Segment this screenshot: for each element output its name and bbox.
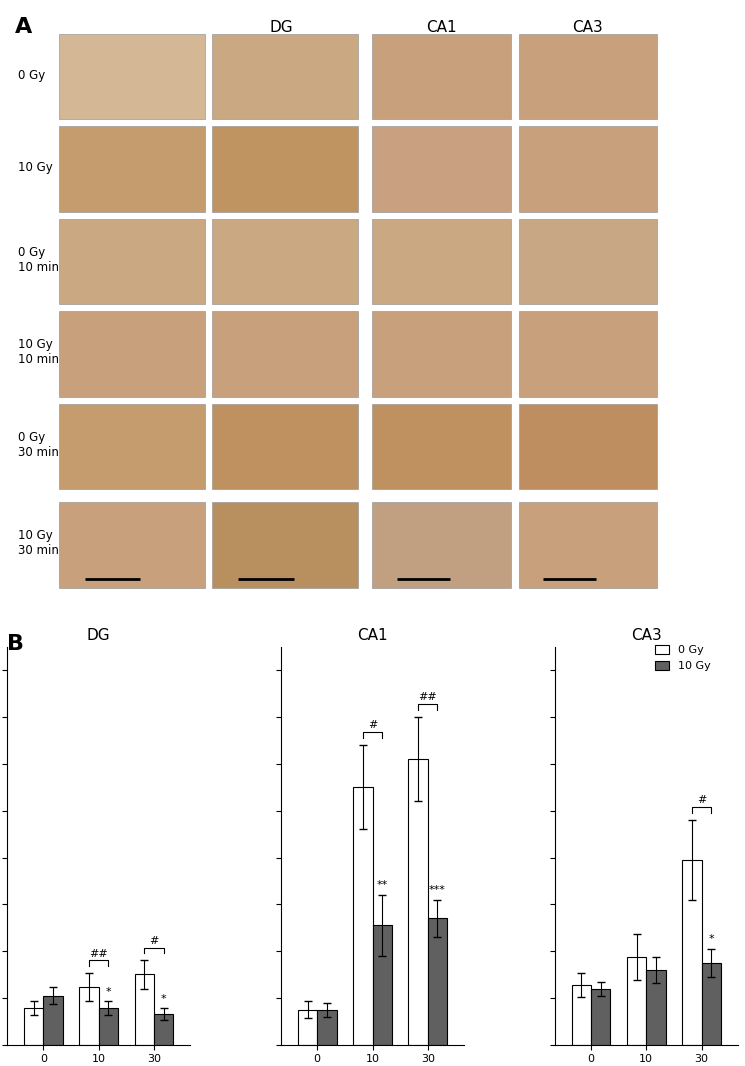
Text: ***: *** (429, 885, 446, 895)
Bar (627, 957, 646, 1045)
Text: #: # (149, 936, 159, 946)
Text: ##: ## (89, 949, 108, 958)
FancyBboxPatch shape (59, 219, 205, 304)
FancyBboxPatch shape (372, 219, 511, 304)
FancyBboxPatch shape (372, 502, 511, 587)
FancyBboxPatch shape (212, 311, 358, 397)
Bar (571, 985, 591, 1045)
Bar (24, 1008, 43, 1045)
Text: 0 Gy: 0 Gy (19, 68, 45, 82)
Bar (80, 987, 98, 1045)
Text: 10 Gy
30 min: 10 Gy 30 min (19, 530, 60, 558)
FancyBboxPatch shape (372, 34, 511, 119)
FancyBboxPatch shape (519, 127, 657, 212)
Bar (682, 860, 702, 1045)
Bar (646, 970, 665, 1045)
FancyBboxPatch shape (372, 404, 511, 489)
FancyBboxPatch shape (59, 502, 205, 587)
Text: **: ** (376, 881, 388, 890)
Bar (408, 759, 428, 1045)
FancyBboxPatch shape (212, 502, 358, 587)
FancyBboxPatch shape (519, 502, 657, 587)
Text: CA3: CA3 (572, 19, 603, 34)
FancyBboxPatch shape (372, 127, 511, 212)
Title: CA1: CA1 (357, 628, 388, 643)
Text: 10 Gy: 10 Gy (19, 161, 53, 174)
Text: ##: ## (419, 693, 437, 702)
Text: 0 Gy
10 min: 0 Gy 10 min (19, 246, 60, 274)
Bar (353, 788, 372, 1045)
Text: 10 Gy
10 min: 10 Gy 10 min (19, 339, 60, 367)
Title: DG: DG (87, 628, 110, 643)
Bar (98, 1008, 118, 1045)
Bar (298, 1010, 317, 1045)
Text: *: * (161, 994, 167, 1004)
FancyBboxPatch shape (212, 34, 358, 119)
Bar (154, 1014, 174, 1045)
FancyBboxPatch shape (212, 404, 358, 489)
FancyBboxPatch shape (59, 34, 205, 119)
Bar (428, 918, 447, 1045)
FancyBboxPatch shape (372, 311, 511, 397)
Bar (372, 925, 392, 1045)
Bar (135, 974, 154, 1045)
FancyBboxPatch shape (519, 311, 657, 397)
Text: CA1: CA1 (427, 19, 457, 34)
FancyBboxPatch shape (212, 127, 358, 212)
Bar (317, 1010, 337, 1045)
Text: A: A (15, 17, 32, 36)
Text: *: * (708, 934, 714, 944)
Text: *: * (106, 987, 111, 997)
Bar (591, 988, 610, 1045)
Legend: 0 Gy, 10 Gy: 0 Gy, 10 Gy (656, 645, 711, 671)
FancyBboxPatch shape (519, 34, 657, 119)
FancyBboxPatch shape (59, 404, 205, 489)
Text: #: # (697, 795, 706, 805)
Title: CA3: CA3 (631, 628, 662, 643)
FancyBboxPatch shape (59, 311, 205, 397)
Text: 0 Gy
30 min: 0 Gy 30 min (19, 431, 60, 459)
FancyBboxPatch shape (519, 219, 657, 304)
FancyBboxPatch shape (212, 219, 358, 304)
Text: B: B (7, 634, 25, 655)
Text: DG: DG (270, 19, 293, 34)
Bar (43, 996, 63, 1045)
Bar (702, 963, 721, 1045)
FancyBboxPatch shape (519, 404, 657, 489)
FancyBboxPatch shape (59, 127, 205, 212)
Text: #: # (368, 721, 377, 730)
